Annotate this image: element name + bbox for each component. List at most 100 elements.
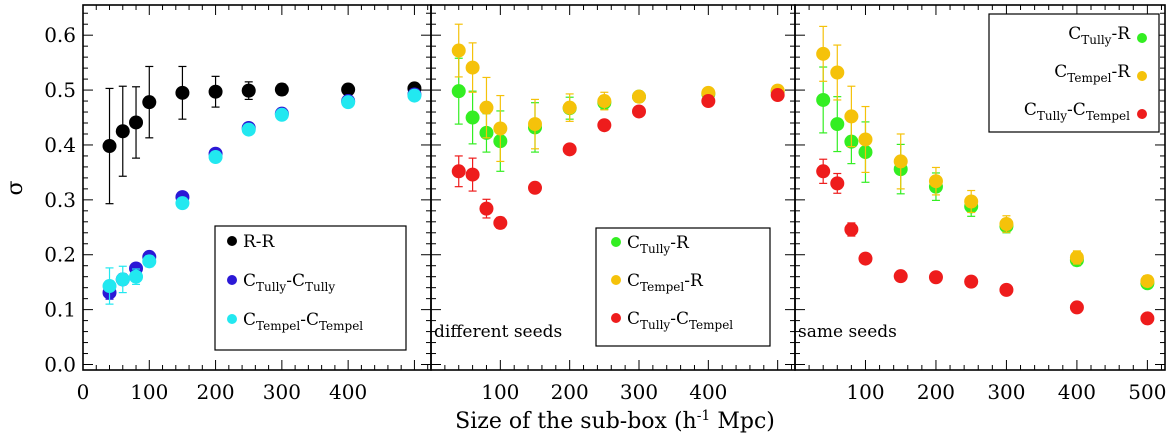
y-tick-label: 0.5 bbox=[44, 78, 76, 102]
x-tick-label: 200 bbox=[917, 380, 955, 404]
legend-label-main: C bbox=[1054, 62, 1067, 82]
x-tick-label: 300 bbox=[987, 380, 1025, 404]
legend-label-sub: Tully bbox=[305, 280, 335, 294]
axis-labels: σ Size of the sub-box (h-1 Mpc) bbox=[3, 180, 775, 434]
legend-label: CTully-R bbox=[627, 233, 690, 256]
data-point bbox=[115, 272, 130, 287]
data-point bbox=[175, 196, 190, 211]
legend-label-sub: Tully bbox=[1081, 33, 1111, 47]
legend-label-sub: Tempel bbox=[689, 318, 733, 332]
legend-label-mid: -R bbox=[684, 271, 704, 291]
data-point bbox=[129, 269, 144, 284]
data-point bbox=[129, 115, 144, 130]
data-point bbox=[175, 85, 190, 100]
data-point bbox=[597, 94, 612, 109]
x-tick-label: 400 bbox=[689, 380, 727, 404]
panel-frames bbox=[82, 4, 1166, 371]
y-axis-title: σ bbox=[3, 180, 28, 195]
legend-box bbox=[988, 13, 1160, 133]
legend-label-main: C bbox=[243, 310, 256, 330]
data-point bbox=[465, 167, 480, 182]
panel-frame-3 bbox=[794, 4, 1166, 371]
legend-box bbox=[595, 227, 771, 347]
legend-label-sub: Tempel bbox=[1067, 71, 1111, 85]
legend-label-mid: -R bbox=[670, 233, 690, 253]
data-point bbox=[479, 100, 494, 115]
data-point bbox=[562, 142, 577, 157]
legend-label-mid: -C bbox=[670, 309, 689, 329]
data-point bbox=[241, 83, 256, 98]
data-point bbox=[999, 217, 1014, 231]
data-point bbox=[528, 117, 542, 132]
x-tick-label: 100 bbox=[481, 380, 519, 404]
legend-label-sub: Tempel bbox=[256, 319, 300, 333]
y-tick-label: 0.3 bbox=[44, 188, 76, 212]
data-point bbox=[770, 88, 785, 103]
legend-label: CTully-R bbox=[1068, 24, 1131, 47]
legend-label-sub: Tempel bbox=[640, 280, 684, 294]
data-point bbox=[451, 84, 466, 99]
x-tick-label: 500 bbox=[1128, 380, 1166, 404]
data-point bbox=[241, 122, 256, 137]
data-point bbox=[479, 201, 494, 216]
data-point bbox=[830, 65, 845, 80]
series-red-panel-2 bbox=[451, 88, 785, 230]
data-point bbox=[142, 254, 157, 269]
data-point bbox=[1140, 311, 1155, 326]
data-point bbox=[964, 194, 979, 209]
x-tick-label: 100 bbox=[130, 380, 168, 404]
data-point bbox=[816, 92, 831, 107]
data-point bbox=[830, 117, 845, 132]
legend-label-sub: Tempel bbox=[1086, 109, 1130, 123]
legend-marker bbox=[227, 236, 237, 246]
data-point bbox=[858, 132, 873, 147]
panel-note-3: same seeds bbox=[798, 322, 897, 342]
series-red-panel-3 bbox=[816, 158, 1155, 326]
axis-ticks: 0 100 200 300 400 100 200 300 400 100 200 300 400 500… bbox=[44, 5, 1166, 404]
x-axis-title-main: Size of the sub-box (h bbox=[455, 409, 697, 434]
legend-marker bbox=[1137, 33, 1147, 43]
legend-label: CTully-CTully bbox=[243, 271, 335, 294]
legend-label-main: C bbox=[627, 271, 640, 291]
data-point bbox=[115, 124, 130, 139]
data-point bbox=[632, 104, 646, 119]
x-tick-label: 400 bbox=[329, 380, 367, 404]
series-green-panel-2 bbox=[451, 57, 785, 172]
x-tick-label: 400 bbox=[1058, 380, 1096, 404]
legend-label-main: C bbox=[1068, 24, 1081, 44]
data-point bbox=[493, 215, 508, 230]
legend-marker bbox=[611, 237, 621, 247]
legend-label-mid: -C bbox=[286, 271, 305, 291]
data-point bbox=[632, 89, 646, 104]
y-tick-label: 0.6 bbox=[44, 23, 76, 47]
data-point bbox=[451, 43, 466, 58]
legend-label-sub: Tully bbox=[640, 242, 670, 256]
data-point bbox=[1069, 250, 1084, 265]
data-point bbox=[999, 282, 1014, 297]
data-point bbox=[102, 139, 117, 154]
x-axis-title-tail: Mpc) bbox=[710, 409, 775, 434]
legend-label: CTempel-R bbox=[1054, 62, 1131, 85]
x-tick-label: 0 bbox=[77, 380, 90, 404]
data-point bbox=[465, 110, 480, 125]
y-tick-label: 0.0 bbox=[44, 353, 76, 377]
data-point bbox=[893, 154, 908, 169]
legend-label-main: C bbox=[627, 233, 640, 253]
series-black-panel-1 bbox=[102, 65, 422, 205]
data-point bbox=[858, 251, 873, 266]
legend-label-sub: Tully bbox=[256, 280, 286, 294]
legend-marker bbox=[1137, 71, 1147, 81]
y-tick-label: 0.4 bbox=[44, 133, 76, 157]
data-point bbox=[451, 164, 466, 179]
series-gold-panel-3 bbox=[816, 25, 1155, 289]
data-point bbox=[701, 94, 716, 109]
y-tick-label: 0.2 bbox=[44, 243, 76, 267]
data-point bbox=[341, 82, 356, 97]
legend-label-sub: Tully bbox=[1037, 109, 1067, 123]
legend-label-main: C bbox=[1024, 100, 1037, 120]
